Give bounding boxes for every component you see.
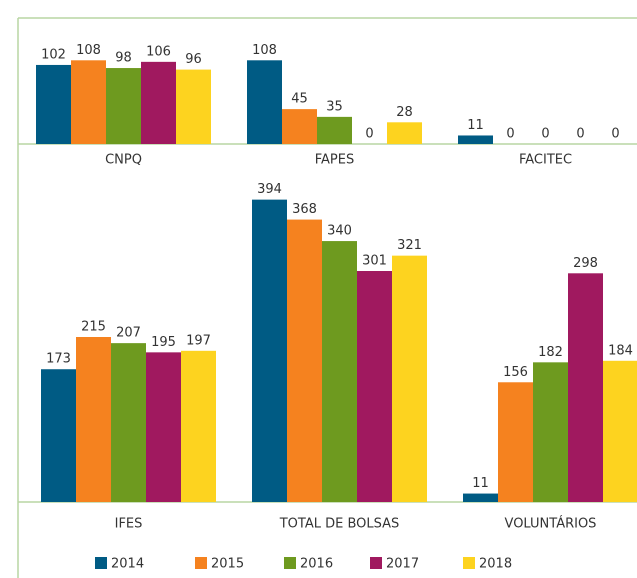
bar xyxy=(322,241,357,502)
bar xyxy=(111,343,146,502)
data-label: 182 xyxy=(538,345,563,360)
bar xyxy=(141,61,176,144)
data-label: 0 xyxy=(611,127,619,142)
bar xyxy=(247,60,282,144)
bar xyxy=(568,273,603,502)
bar xyxy=(282,109,317,144)
data-label: 156 xyxy=(503,365,528,380)
bar xyxy=(41,369,76,502)
legend-swatch xyxy=(370,557,382,569)
data-label: 368 xyxy=(292,202,317,217)
legend-label: 2017 xyxy=(386,557,419,572)
bar xyxy=(176,69,211,144)
bar xyxy=(458,135,493,144)
data-label: 321 xyxy=(397,238,422,253)
data-label: 195 xyxy=(151,335,176,350)
data-label: 0 xyxy=(506,127,514,142)
data-label: 197 xyxy=(186,333,211,348)
data-label: 215 xyxy=(81,320,106,335)
data-label: 394 xyxy=(257,182,282,197)
bar xyxy=(36,64,71,144)
data-label: 28 xyxy=(396,105,413,120)
data-label: 0 xyxy=(365,127,373,142)
data-label: 35 xyxy=(326,99,343,114)
bar xyxy=(317,116,352,144)
data-label: 106 xyxy=(146,44,171,59)
bar xyxy=(533,362,568,502)
bar xyxy=(287,219,322,502)
data-label: 301 xyxy=(362,254,387,269)
bar xyxy=(463,493,498,502)
legend-label: 2018 xyxy=(479,557,512,572)
legend-label: 2016 xyxy=(300,557,333,572)
legend-label: 2015 xyxy=(211,557,244,572)
data-label: 45 xyxy=(291,92,308,107)
data-label: 102 xyxy=(41,47,66,62)
legend-swatch xyxy=(95,557,107,569)
legend-swatch xyxy=(284,557,296,569)
data-label: 184 xyxy=(608,343,633,358)
bar xyxy=(252,199,287,502)
data-label: 207 xyxy=(116,326,141,341)
data-label: 11 xyxy=(472,476,489,491)
data-label: 340 xyxy=(327,224,352,239)
bar xyxy=(603,360,637,502)
data-label: 298 xyxy=(573,256,598,271)
data-label: 108 xyxy=(76,43,101,58)
bar xyxy=(181,350,216,502)
category-label: IFES xyxy=(115,517,143,532)
bar xyxy=(71,60,106,144)
bar xyxy=(392,255,427,502)
category-label: FAPES xyxy=(315,153,354,168)
bar xyxy=(498,382,533,502)
category-label: FACITEC xyxy=(519,153,572,168)
data-label: 98 xyxy=(115,51,132,66)
data-label: 0 xyxy=(576,127,584,142)
bar xyxy=(146,352,181,502)
category-label: CNPQ xyxy=(105,153,142,168)
data-label: 11 xyxy=(467,118,484,133)
legend-swatch xyxy=(195,557,207,569)
bar xyxy=(357,271,392,502)
data-label: 96 xyxy=(185,52,202,67)
bar xyxy=(387,122,422,144)
legend-swatch xyxy=(463,557,475,569)
bar xyxy=(106,68,141,144)
data-label: 0 xyxy=(541,127,549,142)
category-label: VOLUNTÁRIOS xyxy=(505,516,597,532)
bar xyxy=(76,337,111,502)
category-label: TOTAL DE BOLSAS xyxy=(279,517,400,532)
legend-label: 2014 xyxy=(111,557,144,572)
data-label: 108 xyxy=(252,43,277,58)
data-label: 173 xyxy=(46,352,71,367)
